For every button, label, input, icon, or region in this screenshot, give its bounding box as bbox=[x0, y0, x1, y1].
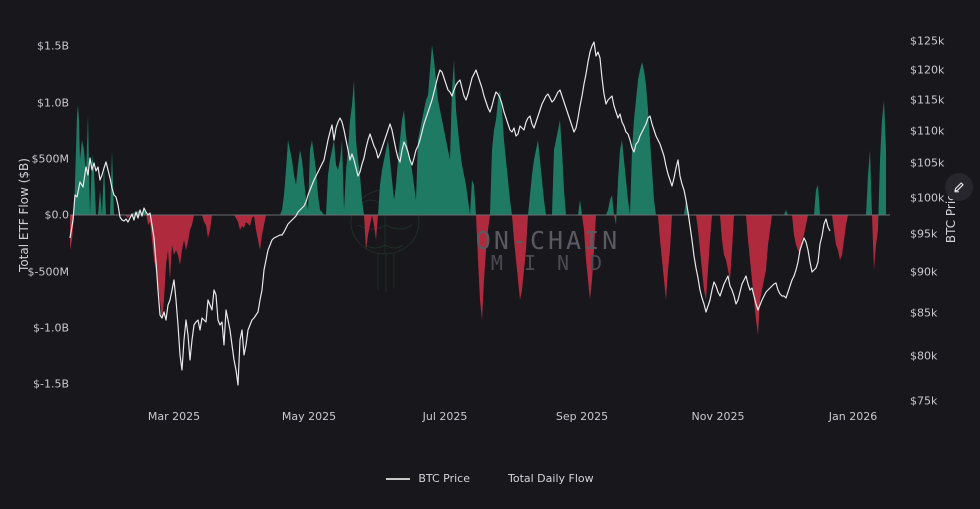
chart-legend: BTC Price Total Daily Flow bbox=[0, 472, 980, 485]
legend-item-btc-price[interactable]: BTC Price bbox=[386, 472, 470, 485]
y-right-tick: $85k bbox=[910, 306, 938, 320]
line-swatch-icon bbox=[386, 477, 411, 480]
y-right-tick: $80k bbox=[910, 349, 938, 363]
y-right-tick: $75k bbox=[910, 394, 938, 408]
legend-label: BTC Price bbox=[418, 472, 470, 485]
y-left-tick: $-1.0B bbox=[32, 321, 69, 335]
legend-label: Total Daily Flow bbox=[508, 472, 594, 485]
y-right-tick: $95k bbox=[910, 227, 938, 241]
y-right-tick: $90k bbox=[910, 265, 938, 279]
edit-chart-button[interactable] bbox=[945, 173, 973, 201]
y-right-tick: $120k bbox=[910, 63, 945, 77]
y-left-tick: $0.0 bbox=[44, 208, 70, 222]
y-left-tick: $1.0B bbox=[36, 96, 69, 110]
y-right-tick: $115k bbox=[910, 93, 945, 107]
y-left-tick: $-1.5B bbox=[32, 377, 69, 391]
y-right-tick: $125k bbox=[910, 34, 945, 48]
y-axis-left-label: Total ETF Flow ($B) bbox=[17, 158, 31, 272]
x-tick: May 2025 bbox=[281, 410, 337, 423]
legend-item-total-daily-flow[interactable]: Total Daily Flow bbox=[508, 472, 594, 485]
x-tick: Nov 2025 bbox=[691, 410, 745, 423]
y-right-tick: $105k bbox=[910, 156, 945, 170]
y-right-tick: $110k bbox=[910, 124, 945, 138]
y-left-tick: $500M bbox=[31, 152, 70, 166]
x-tick: Mar 2025 bbox=[147, 410, 201, 423]
x-tick: Jul 2025 bbox=[422, 410, 468, 423]
x-tick: Jan 2026 bbox=[828, 410, 878, 423]
total-daily-flow-area bbox=[70, 45, 886, 335]
pencil-icon bbox=[954, 182, 964, 193]
y-left-tick: $1.5B bbox=[36, 39, 69, 53]
y-left-tick: $-500M bbox=[27, 265, 69, 279]
btc-price-line bbox=[69, 41, 831, 386]
y-right-tick: $100k bbox=[910, 191, 945, 205]
x-tick: Sep 2025 bbox=[555, 410, 609, 423]
